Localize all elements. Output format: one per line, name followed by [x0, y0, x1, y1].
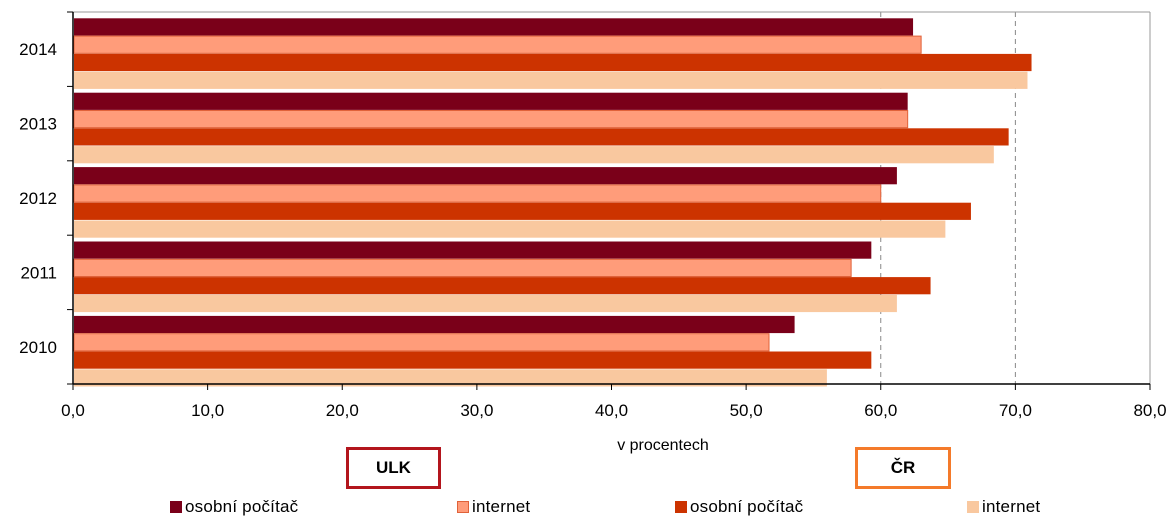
- x-tick-label: 60,0: [864, 401, 897, 420]
- legend-swatch: [967, 501, 979, 513]
- bar-2012-series-0: [74, 167, 897, 185]
- bar-2014-series-2: [74, 53, 1032, 72]
- x-tick-label: 40,0: [595, 401, 628, 420]
- group-label-cr: ČR: [855, 447, 951, 489]
- y-tick-label: 2012: [19, 189, 57, 208]
- bar-2010-series-1: [73, 333, 770, 352]
- bar-2013-series-3: [74, 146, 994, 164]
- bar-2012-series-2: [74, 202, 971, 220]
- bar-2011-series-1: [73, 258, 852, 277]
- bar-2011-series-2: [74, 277, 931, 295]
- bar-2011-series-3: [74, 294, 897, 313]
- legend-swatch: [170, 501, 182, 513]
- bar-2013-series-0: [74, 92, 908, 110]
- x-tick-label: 10,0: [191, 401, 224, 420]
- group-label-ulk: ULK: [346, 447, 441, 489]
- y-tick-label: 2011: [20, 263, 57, 282]
- gridlines: [880, 12, 1016, 384]
- x-tick-label: 30,0: [460, 401, 493, 420]
- legend-item-ulk-internet: internet: [457, 497, 530, 517]
- legend-item-cr-pc: osobní počítač: [675, 497, 803, 517]
- bar-2011-series-0: [74, 241, 872, 259]
- legend-item-cr-internet: internet: [967, 497, 1040, 517]
- x-tick-label: 20,0: [326, 401, 359, 420]
- bar-2010-series-2: [74, 351, 872, 369]
- x-axis-title: v procentech: [617, 437, 709, 454]
- bar-2010-series-3: [74, 369, 827, 387]
- legend-item-ulk-pc: osobní počítač: [170, 497, 298, 517]
- bar-2013-series-1: [73, 110, 909, 129]
- legend-label: internet: [982, 497, 1041, 516]
- bar-2010-series-0: [74, 315, 795, 334]
- bar-2014-series-0: [74, 18, 914, 36]
- y-tick-label: 2014: [19, 40, 57, 59]
- bar-2014-series-3: [74, 71, 1028, 89]
- y-tick-label: 2013: [19, 115, 57, 134]
- bars: [73, 18, 1032, 387]
- legend-label: osobní počítač: [690, 497, 804, 516]
- x-tick-label: 80,0: [1133, 401, 1166, 420]
- legend-label: internet: [472, 497, 531, 516]
- legend-swatch: [675, 501, 687, 513]
- bar-2012-series-1: [73, 184, 882, 203]
- x-tick-label: 0,0: [61, 401, 85, 420]
- bar-2014-series-1: [73, 35, 922, 54]
- y-tick-label: 2010: [19, 338, 57, 357]
- x-tick-label: 70,0: [999, 401, 1032, 420]
- bar-2013-series-2: [74, 128, 1009, 146]
- x-tick-labels: 0,0 10,0 20,0 30,0 40,0 50,0 60,0 70,0 80,0: [61, 401, 1166, 420]
- bar-2012-series-3: [74, 220, 946, 238]
- x-tick-label: 50,0: [730, 401, 763, 420]
- legend-label: osobní počítač: [185, 497, 299, 516]
- axes: [67, 11, 1151, 390]
- y-tick-labels: 2014 2013 2012 2011 2010: [19, 40, 57, 357]
- legend-swatch: [457, 501, 469, 513]
